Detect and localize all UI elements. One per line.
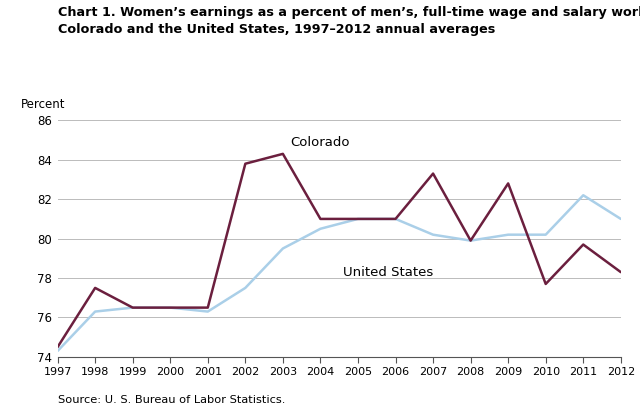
- Text: Colorado and the United States, 1997–2012 annual averages: Colorado and the United States, 1997–201…: [58, 23, 495, 36]
- Text: Colorado: Colorado: [291, 136, 350, 149]
- Text: United States: United States: [343, 266, 433, 279]
- Text: Source: U. S. Bureau of Labor Statistics.: Source: U. S. Bureau of Labor Statistics…: [58, 395, 285, 405]
- Text: Chart 1. Women’s earnings as a percent of men’s, full-time wage and salary worke: Chart 1. Women’s earnings as a percent o…: [58, 6, 640, 19]
- Text: Percent: Percent: [21, 98, 65, 111]
